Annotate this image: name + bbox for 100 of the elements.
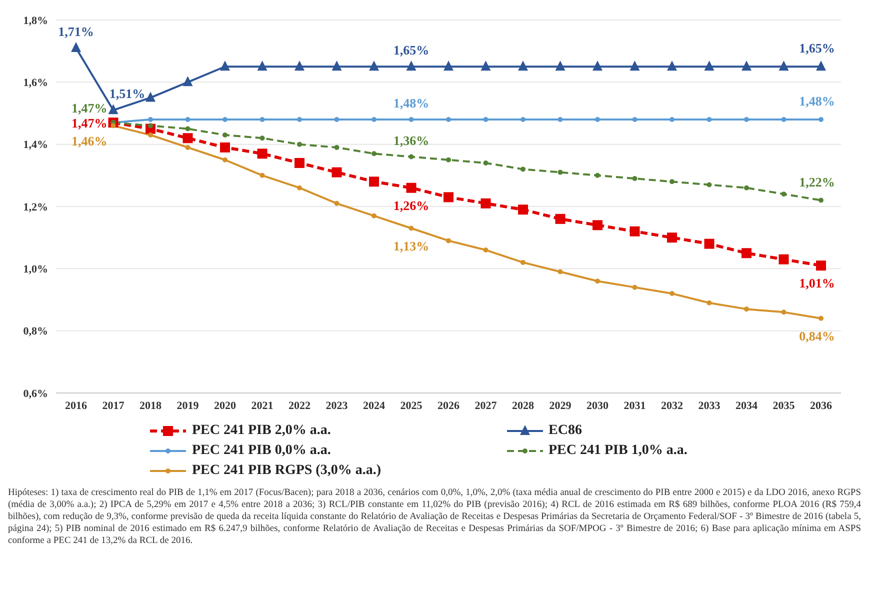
point (408, 116, 414, 122)
point (781, 116, 786, 122)
point (670, 179, 674, 184)
data-label: 1,26% (393, 198, 430, 213)
point (332, 167, 342, 178)
point (446, 116, 451, 122)
point (558, 170, 563, 175)
point (222, 157, 228, 162)
point (334, 200, 340, 206)
x-tick-label: 2017 (102, 400, 125, 412)
point (670, 116, 674, 122)
point (408, 154, 414, 160)
point (146, 92, 156, 102)
point (334, 116, 340, 122)
y-tick-label: 1,4% (23, 139, 48, 152)
data-label: 1,01% (799, 276, 835, 291)
point (555, 60, 566, 71)
point (444, 192, 454, 202)
data-label: 1,36% (393, 132, 430, 148)
point (632, 284, 638, 290)
point (108, 104, 118, 114)
point (372, 213, 376, 218)
x-tick-label: 2020 (214, 400, 236, 412)
point (818, 116, 824, 122)
point (781, 192, 786, 197)
point (818, 198, 824, 203)
point (372, 151, 376, 156)
point (406, 60, 416, 71)
x-tick-label: 2023 (326, 400, 348, 412)
point (744, 116, 749, 122)
point (148, 116, 153, 122)
point (781, 310, 786, 315)
legend-label: PEC 241 PIB RGPS (3,0% a.a.) (192, 463, 381, 479)
point (297, 142, 302, 147)
x-tick-label: 2021 (251, 400, 274, 412)
point (332, 60, 342, 71)
point (558, 269, 563, 274)
point (742, 248, 752, 258)
point (372, 116, 376, 122)
data-label: 1,48% (799, 93, 835, 108)
data-label: 1,22% (799, 174, 835, 190)
point (220, 142, 230, 152)
point (369, 60, 379, 71)
x-tick-label: 2031 (624, 400, 646, 412)
x-tick-label: 2035 (772, 400, 796, 412)
point (595, 116, 600, 122)
text: Hipóteses: 1) taxa de crescimento real do PIB de 1,1% em 2017 (Focus/Bacen); para 2018 a 2036, cenários com 0,0%, 1,0%, 2,0% (taxa média anual de crescimento do PIB entre 2000 e 2015) e da LDO 2016, anexo RGPS (média de 3,00% a.a.); 2) IPCA de 5,29% em 2017 e 4,5% entre 2018 a 2036; 3) RCL/PIB constante em 11,02% do PIB (previsão 2016); 4) RCL de 2016 estimada em R$ 689 bilhões, conforme PLOA 2016 (R$ 759,4 bilhões), com redução de 9,3%, conforme previsão de queda da receita líquida constante do Relatório de Avaliação de Receitas e Despesas Primárias da Secretaria de Orçamento Federal/SOF - 3º Bimestre de 2016 (tabela 5, página 24); 5) PIB nominal de 2016 estimado em R$ 6.247,9 bilhões, conforme Relatório de Avaliação de Receitas e Despesas Primárias da SOF/MPOG - 3º Bimestre de 2016; 6) Base para aplicação mínima em ASPS conforme a PEC 241 de 13,2% da RCL de 2016. (8, 487, 861, 547)
data-label: 1,65% (393, 42, 430, 58)
point (182, 76, 193, 86)
point (630, 60, 640, 71)
point (706, 182, 712, 188)
point (667, 60, 677, 71)
point (444, 60, 454, 71)
y-tick-label: 1,6% (23, 77, 48, 90)
point (257, 60, 268, 71)
point (632, 116, 638, 122)
point (483, 160, 488, 166)
x-tick-label: 2024 (363, 400, 386, 412)
point (558, 116, 563, 122)
data-label: 1,47% (72, 100, 108, 116)
point (483, 248, 488, 253)
point (667, 232, 677, 243)
data-label: 1,13% (393, 238, 430, 254)
x-tick-label: 2030 (586, 400, 609, 412)
data-label: 0,84% (799, 328, 835, 344)
point (520, 116, 526, 122)
x-tick-label: 2026 (438, 400, 460, 412)
data-label: 1,65% (799, 40, 835, 56)
point (71, 42, 81, 52)
point (334, 144, 340, 150)
x-tick-label: 2022 (288, 400, 311, 412)
point (818, 316, 824, 321)
point (185, 144, 190, 150)
point (260, 136, 265, 141)
point (294, 158, 304, 168)
point (744, 185, 749, 190)
point (595, 278, 600, 284)
point (185, 116, 190, 122)
point (480, 198, 491, 208)
point (778, 60, 789, 71)
x-tick-label: 2025 (400, 400, 423, 412)
point (555, 214, 566, 224)
point (706, 116, 712, 122)
point (816, 260, 826, 271)
point (778, 254, 789, 264)
point (632, 176, 638, 182)
point (257, 148, 268, 159)
legend-label: PEC 241 PIB 2,0% a.a. (192, 423, 331, 439)
y-tick-label: 0,8% (23, 326, 48, 338)
point (706, 300, 712, 306)
y-tick-label: 1,2% (23, 201, 48, 214)
point (182, 133, 193, 144)
x-tick-label: 2027 (474, 400, 498, 412)
point (406, 182, 416, 193)
legend-label: EC86 (548, 423, 582, 439)
x-tick-label: 2034 (736, 400, 758, 412)
point (110, 123, 116, 128)
x-tick-label: 2036 (810, 400, 832, 412)
point (592, 220, 602, 230)
point (704, 238, 714, 249)
